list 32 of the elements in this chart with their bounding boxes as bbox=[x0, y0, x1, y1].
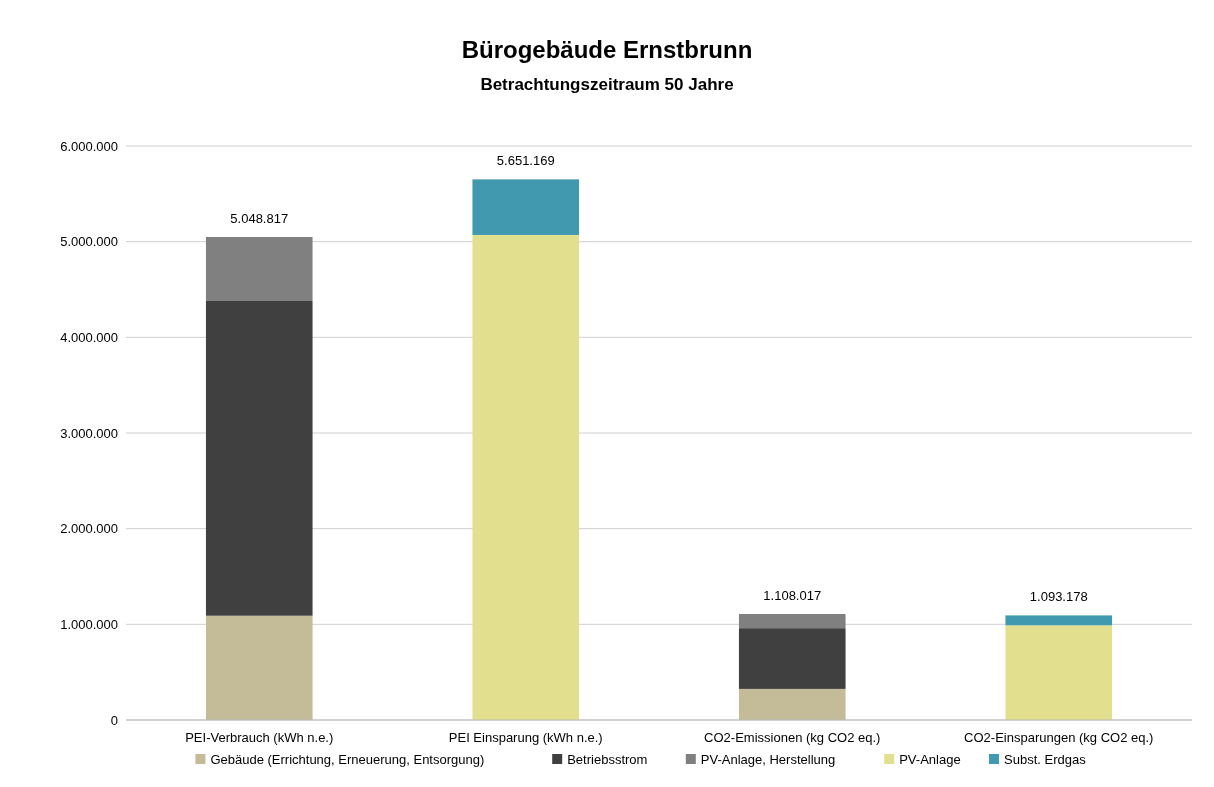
y-tick-label: 3.000.000 bbox=[60, 425, 118, 441]
y-tick-label: 5.000.000 bbox=[60, 234, 118, 250]
legend-label: Gebäude (Errichtung, Erneuerung, Entsorgung) bbox=[210, 752, 485, 767]
legend-label: PV-Anlage bbox=[899, 752, 961, 767]
chart-subtitle: Betrachtungszeitraum 50 Jahre bbox=[480, 75, 734, 94]
y-tick-label: 1.000.000 bbox=[60, 616, 118, 632]
x-tick-label: CO2-Einsparungen (kg CO2 eq.) bbox=[964, 730, 1154, 745]
bar bbox=[472, 179, 580, 235]
bar bbox=[205, 237, 313, 301]
bar bbox=[1005, 615, 1113, 626]
x-tick-label: CO2-Emissionen (kg CO2 eq.) bbox=[704, 730, 881, 745]
chart-title: Bürogebäude Ernstbrunn bbox=[461, 36, 753, 63]
x-tick-label: PEI Einsparung (kWh n.e.) bbox=[448, 730, 603, 745]
bar bbox=[205, 300, 313, 616]
total-label: 5.651.169 bbox=[496, 153, 555, 169]
legend-label: PV-Anlage, Herstellung bbox=[700, 752, 836, 767]
legend-label: Betriebsstrom bbox=[567, 752, 648, 767]
legend-label: Subst. Erdgas bbox=[1004, 752, 1087, 767]
y-tick-label: 0 bbox=[110, 712, 118, 728]
y-tick-label: 2.000.000 bbox=[60, 521, 118, 537]
total-label: 5.048.817 bbox=[230, 211, 289, 226]
y-tick-label: 6.000.000 bbox=[60, 138, 118, 154]
y-tick-label: 4.000.000 bbox=[60, 329, 118, 345]
x-tick-label: PEI-Verbrauch (kWh n.e.) bbox=[185, 730, 334, 745]
total-label: 1.108.017 bbox=[763, 588, 822, 603]
bar bbox=[472, 234, 580, 720]
bar bbox=[738, 628, 846, 689]
bar bbox=[738, 688, 846, 720]
bar bbox=[738, 614, 846, 629]
total-label: 1.093.178 bbox=[1029, 589, 1088, 605]
bar bbox=[205, 615, 313, 720]
bar bbox=[1005, 625, 1113, 720]
